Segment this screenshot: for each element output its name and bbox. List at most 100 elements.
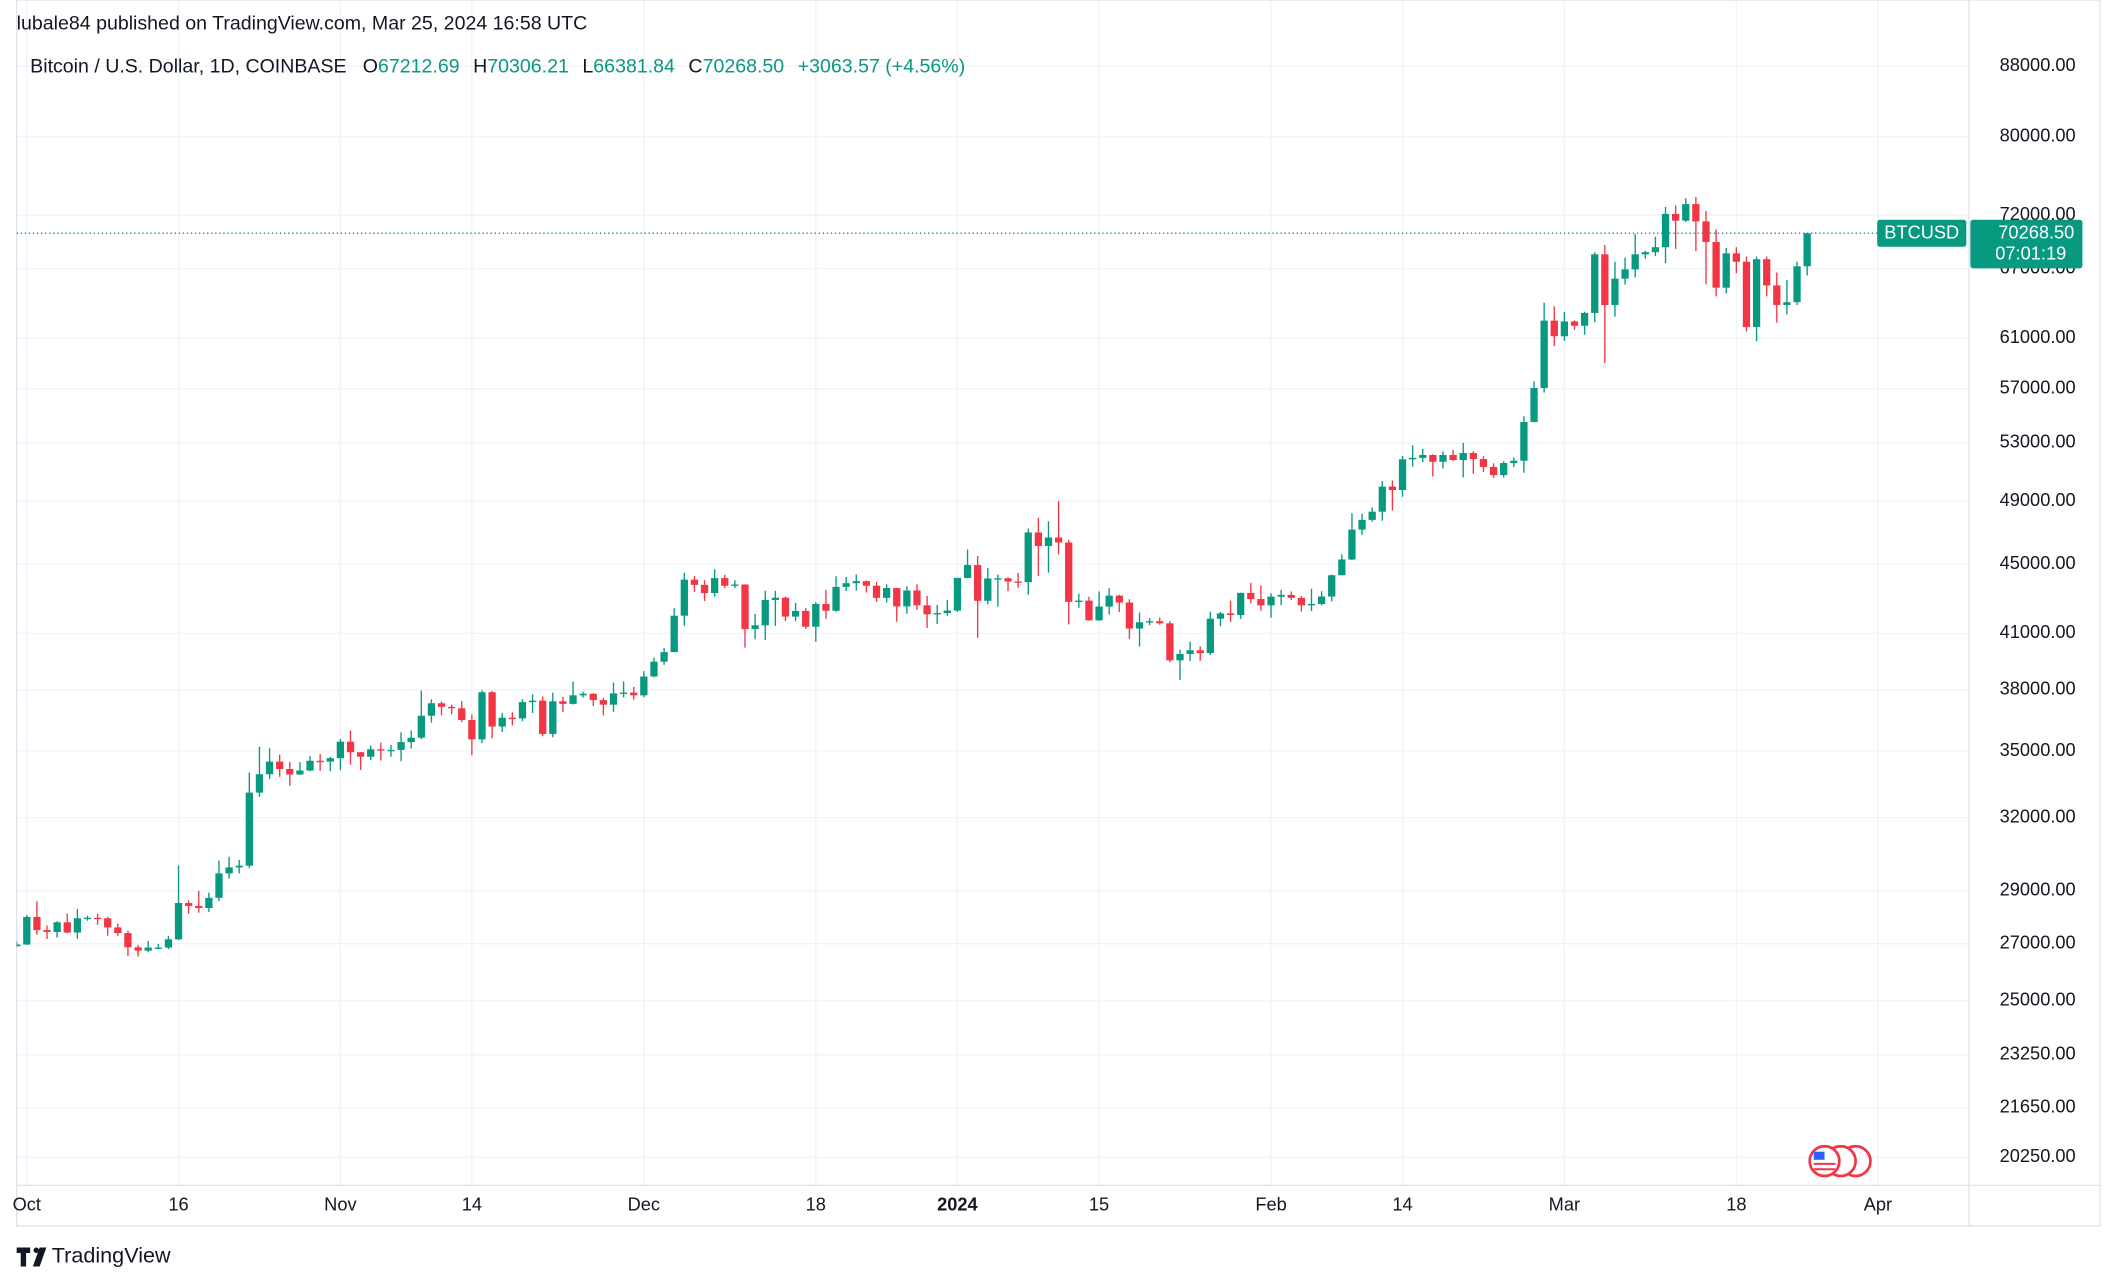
candle-body bbox=[670, 615, 678, 653]
y-tick-label: 21650.00 bbox=[2000, 1097, 2076, 1117]
legend-title: Bitcoin / U.S. Dollar, 1D, COINBASE bbox=[30, 56, 346, 78]
footer: TradingView bbox=[16, 1243, 171, 1268]
candle-body bbox=[903, 590, 911, 607]
candle-body bbox=[872, 585, 881, 598]
candle-body bbox=[1500, 463, 1508, 476]
candle-body bbox=[1024, 532, 1032, 583]
x-tick-label: Dec bbox=[628, 1195, 660, 1215]
candle-body bbox=[1510, 460, 1518, 464]
candle-body bbox=[164, 939, 173, 948]
candle-body bbox=[680, 579, 688, 616]
candle-body bbox=[1054, 537, 1063, 543]
candle-body bbox=[1793, 266, 1801, 303]
candle-body bbox=[306, 760, 314, 771]
legend-value: 70306.21 bbox=[487, 56, 569, 78]
x-tick-label: 18 bbox=[806, 1195, 826, 1215]
candle-body bbox=[265, 761, 274, 775]
candle-body bbox=[195, 905, 203, 908]
symbol-label: BTCUSD bbox=[1884, 223, 1959, 243]
brand-name: TradingView bbox=[52, 1243, 171, 1268]
candle-body bbox=[417, 715, 425, 738]
candle-body bbox=[1368, 511, 1376, 520]
candle-body bbox=[448, 706, 456, 709]
candle-body bbox=[690, 579, 699, 585]
candle-body bbox=[518, 702, 527, 719]
candle-body bbox=[539, 700, 547, 734]
candle-body bbox=[862, 581, 871, 586]
candle-body bbox=[1105, 595, 1113, 607]
candle-body bbox=[1520, 421, 1528, 461]
y-tick-label: 49000.00 bbox=[2000, 490, 2076, 510]
candle-body bbox=[377, 749, 385, 751]
candle-body bbox=[1722, 253, 1730, 288]
candle-body bbox=[1560, 321, 1569, 337]
candle-body bbox=[1429, 455, 1437, 462]
candle-body bbox=[963, 565, 972, 578]
event-flag[interactable] bbox=[1808, 1144, 1841, 1178]
candle-body bbox=[387, 749, 395, 752]
candle-body bbox=[23, 916, 31, 945]
candle-body bbox=[1267, 596, 1275, 606]
published-note: lubale84 published on TradingView.com, M… bbox=[17, 12, 588, 34]
legend-value: 67212.69 bbox=[378, 56, 460, 78]
chart-frame bbox=[16, 0, 2101, 1227]
candle-body bbox=[913, 590, 921, 606]
candle-body bbox=[711, 578, 719, 594]
x-tick-label: 14 bbox=[462, 1195, 482, 1215]
candle-body bbox=[1145, 621, 1154, 623]
candle-body bbox=[1307, 603, 1316, 606]
candle-body bbox=[1328, 575, 1336, 597]
candle-body bbox=[1611, 278, 1619, 306]
candle-body bbox=[1580, 312, 1589, 326]
y-tick-label: 57000.00 bbox=[2000, 377, 2076, 397]
candle-body bbox=[609, 693, 618, 705]
candle-body bbox=[731, 584, 739, 586]
x-tick-label: Apr bbox=[1864, 1195, 1892, 1215]
legend-key: H bbox=[473, 56, 487, 78]
event-flags[interactable] bbox=[1808, 1144, 1872, 1178]
legend-key: C bbox=[688, 56, 702, 78]
candle-body bbox=[1469, 453, 1477, 460]
candle-body bbox=[1651, 247, 1660, 253]
candle-body bbox=[1550, 320, 1558, 337]
x-tick-label: Feb bbox=[1255, 1195, 1286, 1215]
candle-body bbox=[397, 742, 405, 750]
legend-value: 70268.50 bbox=[703, 56, 785, 78]
last-price-label: 70268.50 bbox=[1998, 223, 2074, 243]
candle-body bbox=[640, 676, 648, 696]
candle-body bbox=[1672, 213, 1680, 221]
candle-body bbox=[619, 692, 628, 694]
candle-body bbox=[802, 610, 810, 627]
y-tick-label: 45000.00 bbox=[2000, 553, 2076, 573]
candle-body bbox=[741, 584, 749, 630]
candle-body bbox=[974, 565, 982, 601]
candle-body bbox=[1601, 254, 1609, 306]
candle-body bbox=[832, 586, 840, 611]
x-tick-label: Mar bbox=[1549, 1195, 1580, 1215]
candle-body bbox=[1732, 253, 1740, 262]
x-tick-label: 18 bbox=[1726, 1195, 1746, 1215]
legend: Bitcoin / U.S. Dollar, 1D, COINBASE O672… bbox=[30, 56, 965, 78]
candle-body bbox=[1682, 204, 1690, 221]
candle-body bbox=[943, 610, 951, 614]
candle-body bbox=[771, 597, 779, 600]
candle-body bbox=[1216, 613, 1225, 619]
candle-body bbox=[1783, 302, 1791, 305]
candle-body bbox=[104, 918, 112, 928]
candle-body bbox=[528, 700, 537, 703]
candle-body bbox=[185, 903, 193, 906]
candle-body bbox=[144, 947, 152, 951]
candle-body bbox=[1014, 581, 1022, 583]
candle-body bbox=[1186, 650, 1194, 654]
candle-body bbox=[1540, 320, 1548, 389]
candle-body bbox=[882, 588, 891, 598]
candle-body bbox=[437, 703, 446, 707]
candle-body bbox=[1641, 252, 1649, 255]
candle-body bbox=[53, 922, 61, 932]
candle-body bbox=[367, 749, 375, 757]
candle-body bbox=[1409, 457, 1417, 460]
y-tick-label: 20250.00 bbox=[2000, 1146, 2076, 1166]
y-tick-label: 29000.00 bbox=[2000, 879, 2076, 899]
